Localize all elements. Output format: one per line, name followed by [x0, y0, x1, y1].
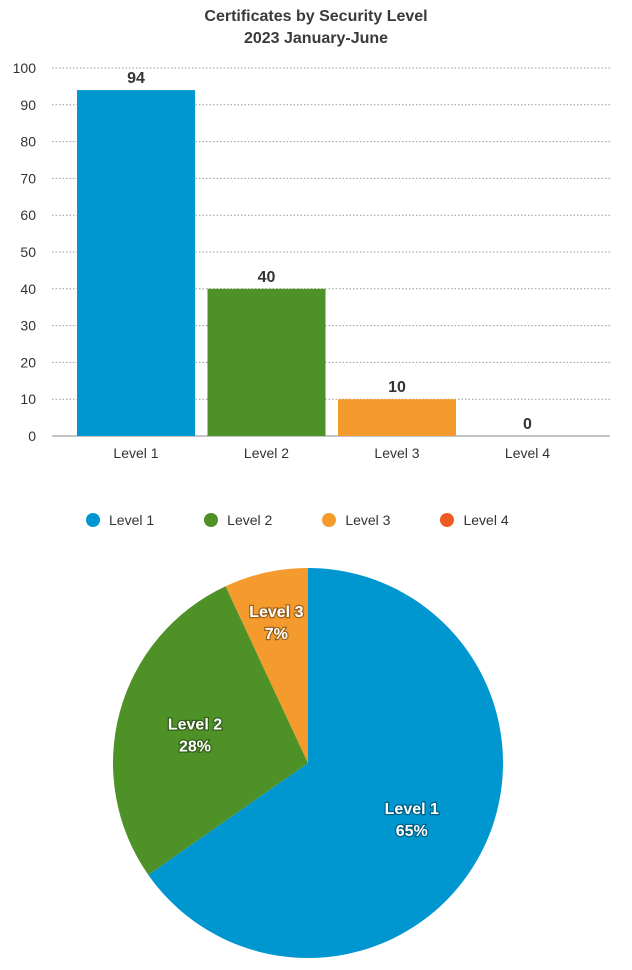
bar-value-label: 40 — [258, 269, 276, 286]
bar-level-2[interactable] — [207, 288, 326, 436]
pie-label-percent: 65% — [396, 823, 428, 840]
chart-title-line-2: 2023 January-June — [243, 30, 389, 47]
bar-level-3[interactable] — [338, 399, 456, 436]
y-tick-label: 80 — [20, 134, 36, 150]
y-tick-label: 100 — [13, 60, 37, 76]
bar-value-label: 0 — [523, 416, 532, 433]
pie-slice-level-3[interactable] — [225, 568, 308, 763]
bar-level-1[interactable] — [77, 90, 195, 436]
legend-item-level-2[interactable]: Level 2 — [204, 509, 272, 531]
y-tick-label: 20 — [20, 354, 36, 370]
legend: Level 1 Level 2 Level 3 Level 4 — [86, 509, 559, 531]
pie-label-name: Level 2 — [168, 717, 222, 734]
legend-label: Level 1 — [109, 512, 155, 528]
pie-chart: Level 1 65% Level 2 28% Level 3 7% — [112, 568, 503, 958]
chart-title-line-1: Certificates by Security Level — [204, 8, 428, 25]
x-tick-label: Level 4 — [505, 445, 550, 461]
y-tick-label: 0 — [28, 428, 36, 444]
legend-label: Level 3 — [345, 512, 391, 528]
y-tick-label: 90 — [20, 97, 36, 113]
pie-slice-level-2[interactable] — [112, 586, 308, 875]
pie-label-name: Level 1 — [385, 801, 439, 818]
legend-swatch-level-4 — [440, 513, 455, 527]
y-tick-label: 10 — [20, 391, 36, 407]
y-tick-label: 30 — [20, 318, 36, 334]
x-tick-label: Level 1 — [113, 445, 158, 461]
x-tick-label: Level 2 — [244, 445, 289, 461]
legend-item-level-3[interactable]: Level 3 — [322, 509, 390, 531]
bar-value-label: 10 — [388, 379, 406, 396]
bar-value-label: 94 — [127, 70, 145, 87]
pie-slice-level-1[interactable] — [148, 568, 503, 958]
chart-title: Certificates by Security Level 2023 Janu… — [0, 6, 632, 50]
legend-item-level-1[interactable]: Level 1 — [86, 509, 154, 531]
y-tick-label: 70 — [20, 170, 36, 186]
legend-label: Level 2 — [227, 512, 273, 528]
pie-label-percent: 28% — [179, 739, 211, 756]
y-tick-label: 50 — [20, 244, 36, 260]
y-tick-label: 40 — [20, 281, 36, 297]
legend-item-level-4[interactable]: Level 4 — [440, 509, 509, 531]
legend-label: Level 4 — [463, 512, 509, 528]
legend-swatch-level-2 — [204, 513, 219, 527]
legend-swatch-level-1 — [86, 513, 100, 527]
legend-swatch-level-3 — [322, 513, 337, 527]
pie-label-percent: 7% — [265, 626, 288, 643]
pie-label-name: Level 3 — [249, 604, 303, 621]
x-tick-label: Level 3 — [374, 445, 419, 461]
y-tick-label: 60 — [20, 207, 36, 223]
